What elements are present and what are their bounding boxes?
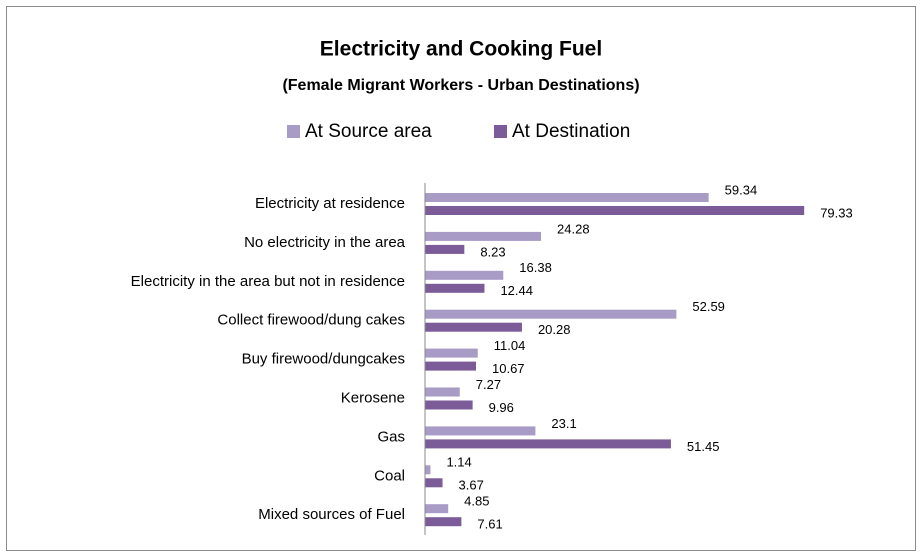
value-label: 16.38 (519, 260, 552, 275)
bar (425, 244, 465, 254)
category-label: Kerosene (341, 389, 405, 406)
value-label: 11.04 (494, 338, 526, 353)
category-label: Coal (374, 467, 405, 484)
legend-label: At Destination (512, 121, 630, 142)
value-label: 7.61 (477, 517, 502, 532)
value-label: 79.33 (820, 205, 853, 220)
value-label: 3.67 (459, 478, 484, 493)
bar (425, 517, 462, 527)
value-label: 23.1 (551, 416, 576, 431)
value-label: 4.85 (464, 494, 489, 509)
bar (425, 348, 478, 358)
bar (425, 439, 671, 449)
category-label: Mixed sources of Fuel (258, 506, 405, 523)
value-label: 51.45 (687, 439, 720, 454)
legend-swatch (287, 125, 300, 138)
bar (425, 270, 504, 280)
chart-subtitle: (Female Migrant Workers - Urban Destinat… (282, 77, 639, 94)
value-label: 24.28 (557, 221, 590, 236)
value-label: 7.27 (476, 377, 501, 392)
category-label: Collect firewood/dung cakes (217, 312, 405, 329)
value-label: 52.59 (692, 299, 725, 314)
value-label: 59.34 (725, 182, 758, 197)
category-label: Gas (377, 428, 405, 445)
bar (425, 400, 473, 410)
value-label: 8.23 (480, 244, 505, 259)
bar (425, 231, 542, 241)
bar (425, 504, 449, 514)
legend-label: At Source area (305, 121, 432, 142)
bar (425, 387, 460, 397)
bar (425, 193, 709, 202)
bar (425, 478, 443, 488)
value-label: 12.44 (500, 283, 533, 298)
bar (425, 465, 431, 475)
value-label: 1.14 (446, 455, 471, 470)
category-label: Buy firewood/dungcakes (242, 351, 405, 368)
value-label: 10.67 (492, 361, 525, 376)
value-label: 9.96 (489, 400, 514, 415)
category-label: No electricity in the area (244, 234, 406, 251)
chart-title: Electricity and Cooking Fuel (320, 38, 602, 61)
category-label: Electricity in the area but not in resid… (131, 273, 405, 290)
category-label: Electricity at residence (255, 195, 405, 212)
bar (425, 309, 677, 319)
bar (425, 322, 522, 332)
bar (425, 283, 485, 293)
value-label: 20.28 (538, 322, 571, 337)
bar (425, 426, 536, 436)
bar (425, 361, 477, 371)
bar (425, 206, 805, 215)
legend-swatch (494, 125, 507, 138)
